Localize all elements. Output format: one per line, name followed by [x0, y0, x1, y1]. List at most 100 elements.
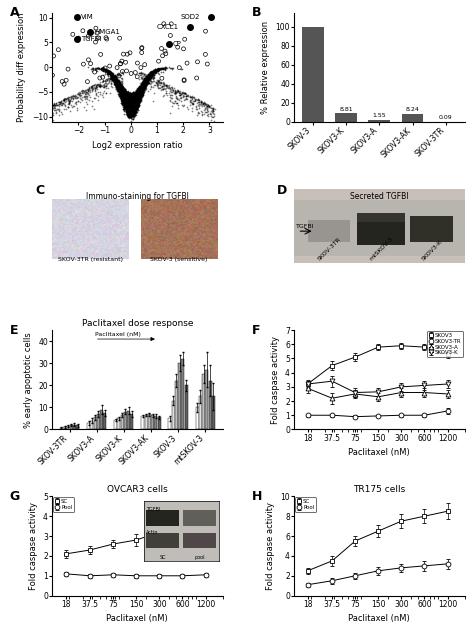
Point [123, 105, 130, 115]
Point [110, 76, 118, 86]
Point [143, 76, 150, 86]
Point [127, 97, 134, 107]
Point [132, 102, 140, 112]
Point [199, 110, 206, 120]
Point [107, 70, 114, 80]
Point [131, 104, 138, 114]
Point [127, 100, 135, 110]
Point [120, 87, 128, 97]
Point [124, 105, 131, 115]
Point [95, 81, 102, 91]
Point [120, 102, 128, 112]
Point [136, 90, 144, 100]
Point [132, 89, 139, 99]
Point [117, 91, 124, 101]
Point [123, 108, 131, 119]
Point [142, 85, 149, 95]
Point [123, 105, 131, 115]
Point [146, 70, 153, 80]
Point [134, 102, 141, 112]
Point [127, 102, 135, 112]
Point [126, 110, 133, 120]
Point [135, 82, 143, 92]
Point [108, 69, 116, 79]
Point [118, 92, 125, 102]
Point [131, 104, 138, 114]
Point [116, 84, 124, 94]
Point [141, 73, 148, 83]
Point [95, 81, 103, 91]
Point [129, 88, 137, 98]
Point [200, 98, 207, 108]
Point [105, 65, 112, 75]
Y-axis label: Probability diff expression: Probability diff expression [18, 13, 27, 122]
Point [93, 83, 101, 93]
Point [154, 66, 162, 76]
Point [114, 85, 121, 95]
Point [95, 63, 103, 73]
Point [140, 78, 148, 88]
Point [130, 88, 138, 98]
Point [158, 84, 166, 94]
Point [120, 105, 128, 115]
Point [146, 78, 153, 88]
Point [112, 81, 120, 91]
Point [130, 105, 137, 115]
Point [99, 63, 107, 73]
Point [119, 97, 127, 107]
Point [162, 62, 170, 72]
Point [126, 110, 133, 120]
Point [143, 71, 151, 81]
Point [57, 107, 64, 117]
Point [118, 83, 126, 93]
Point [129, 98, 137, 108]
Point [111, 70, 118, 80]
Point [110, 76, 118, 87]
Point [136, 92, 144, 102]
Point [161, 65, 169, 75]
Point [122, 95, 130, 105]
Point [154, 66, 161, 76]
Point [136, 83, 144, 93]
Point [109, 70, 117, 80]
Point [125, 90, 132, 100]
Point [99, 63, 106, 73]
Point [135, 86, 143, 96]
Point [126, 108, 133, 119]
Point [95, 80, 102, 90]
Point [103, 67, 111, 77]
Point [135, 87, 143, 97]
Bar [121, 415, 124, 429]
Point [93, 63, 100, 73]
Point [118, 100, 126, 110]
Point [134, 87, 142, 97]
Point [118, 82, 125, 92]
Point [119, 94, 127, 104]
Point [114, 83, 121, 93]
Point [195, 101, 202, 111]
Point [114, 79, 121, 89]
Point [119, 83, 127, 93]
Point [115, 80, 122, 90]
Point [143, 80, 150, 90]
Point [139, 77, 146, 87]
Point [106, 68, 114, 78]
Point [126, 110, 134, 120]
Point [129, 110, 137, 120]
Point [131, 107, 138, 117]
Point [124, 98, 131, 108]
Point [136, 83, 144, 93]
Point [170, 85, 177, 95]
Point [122, 102, 130, 112]
Point [84, 85, 92, 95]
Point [137, 79, 145, 89]
Point [146, 79, 154, 89]
Point [132, 95, 140, 105]
Point [133, 98, 140, 108]
Point [173, 98, 181, 108]
Point [121, 92, 128, 102]
Point [136, 83, 144, 93]
Point [144, 78, 151, 88]
Point [177, 93, 184, 103]
Point [118, 88, 126, 98]
